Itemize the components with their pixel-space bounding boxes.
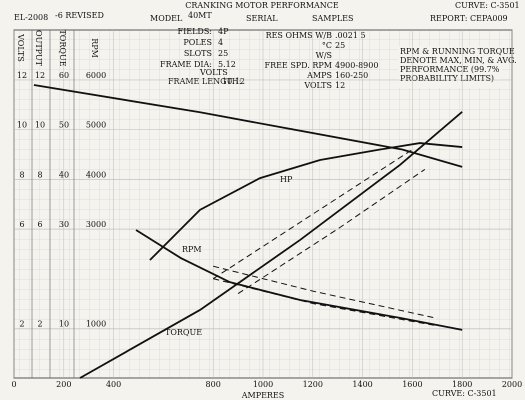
y-tick-label: 6 [19, 220, 24, 229]
revision: -6 REVISED [55, 11, 104, 20]
x-tick-label: 1400 [352, 380, 372, 389]
y-axis-label: TORQUE [58, 29, 67, 66]
x-tick-label: 2000 [502, 380, 522, 389]
spec-value: 5.12 [218, 60, 236, 69]
spec-label: FRAME LENGTH: [168, 77, 241, 86]
spec-label: POLES [183, 38, 212, 47]
x-tick-label: 1600 [402, 380, 422, 389]
spec-value: 4P [218, 27, 229, 36]
series-line [213, 278, 438, 327]
series-line [33, 84, 463, 168]
y-tick-label: 8 [37, 170, 42, 179]
series-label: RPM [182, 245, 202, 254]
spec-value: 160-250 [335, 71, 368, 80]
y-tick-label: 6 [37, 220, 42, 229]
spec-value: 4900-8900 [335, 61, 378, 70]
y-tick-label: 6000 [86, 71, 106, 80]
y-tick-label: 3000 [86, 220, 106, 229]
series-label: HP [280, 175, 293, 184]
note: PROBABILITY LIMITS) [400, 74, 494, 83]
series-label: VOLTS [199, 68, 228, 77]
x-tick-label: 0 [11, 380, 16, 389]
y-tick-label: 5000 [86, 121, 106, 130]
y-tick-label: 12 [17, 71, 27, 80]
curve-id: CURVE: C-3501 [455, 1, 520, 10]
spec-label: °C [322, 41, 332, 50]
curve-id: CURVE: C-3501 [432, 389, 497, 398]
spec-value: 10.12 [222, 77, 245, 86]
y-tick-label: 50 [59, 121, 69, 130]
y-tick-label: 10 [59, 319, 69, 328]
y-tick-label: 8 [19, 170, 24, 179]
y-axis-label: OUTPUT [34, 30, 43, 67]
x-axis-label: AMPERES [241, 391, 285, 400]
spec-label: FIELDS: [178, 27, 212, 36]
y-tick-label: 60 [59, 71, 69, 80]
label: MODEL [150, 14, 183, 23]
x-tick-label: 1000 [253, 380, 273, 389]
spec-label: VOLTS [303, 81, 332, 90]
y-tick-label: 12 [35, 71, 45, 80]
spec-label: SLOTS [184, 49, 212, 58]
x-tick-label: 200 [56, 380, 71, 389]
spec-value: 4 [218, 38, 223, 47]
y-tick-label: 2 [19, 319, 24, 328]
spec-value: .0021 5 [335, 31, 366, 40]
spec-label: AMPS [306, 71, 332, 80]
series-line [213, 265, 438, 319]
y-tick-label: 1000 [86, 319, 106, 328]
y-axis-label: VOLTS [16, 33, 25, 62]
doc-id: EL-2008 [14, 13, 48, 22]
value: 40MT [188, 11, 212, 20]
label: SERIAL [246, 14, 278, 23]
spec-value: 25 [335, 41, 345, 50]
spec-label: RES OHMS W/B [266, 31, 333, 40]
note-box [398, 46, 502, 88]
spec-label: FREE SPD. RPM [265, 61, 332, 70]
spec-label: W/S [316, 51, 332, 60]
y-tick-label: 10 [17, 121, 27, 130]
note: DENOTE MAX, MIN, & AVG. [400, 56, 517, 65]
label: SAMPLES [312, 14, 353, 23]
y-tick-label: 30 [59, 220, 69, 229]
series-line [149, 142, 463, 261]
y-axis-label: RPM [90, 38, 99, 58]
x-tick-label: 400 [106, 380, 121, 389]
y-tick-label: 10 [35, 121, 45, 130]
note: PERFORMANCE (99.7% [400, 65, 500, 74]
series-line [79, 111, 463, 379]
x-tick-label: 1800 [452, 380, 472, 389]
note: RPM & RUNNING TORQUE [400, 47, 515, 56]
x-tick-label: 1200 [303, 380, 323, 389]
spec-label: FRAME DIA: [160, 60, 212, 69]
x-tick-label: 800 [206, 380, 221, 389]
series-label: TORQUE [165, 328, 202, 337]
report: REPORT: CEPA009 [430, 14, 508, 23]
y-tick-label: 2 [37, 319, 42, 328]
spec-value: 25 [218, 49, 228, 58]
y-tick-label: 4000 [86, 170, 106, 179]
y-tick-label: 40 [59, 170, 69, 179]
spec-value: 12 [335, 81, 345, 90]
title: CRANKING MOTOR PERFORMANCE [185, 1, 339, 10]
